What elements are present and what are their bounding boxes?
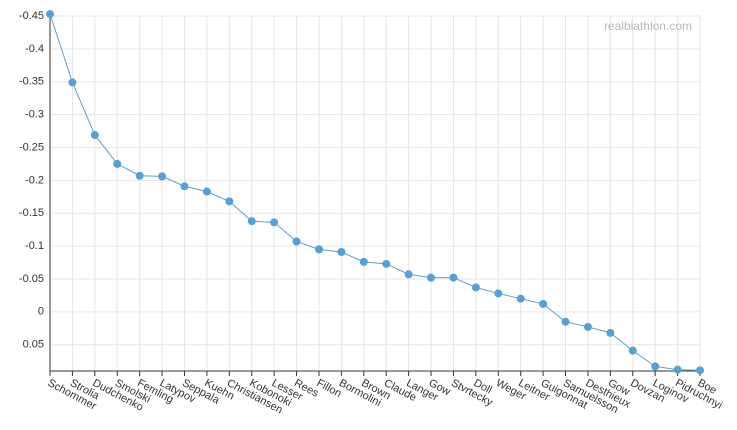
data-point bbox=[696, 366, 704, 375]
x-axis-ticks: SchommerStroliaDudchenkoSmolskiFemlingLa… bbox=[46, 371, 724, 416]
y-tick-label: -0.15 bbox=[19, 207, 44, 219]
data-point bbox=[292, 237, 301, 246]
data-points bbox=[46, 10, 704, 375]
grid-lines bbox=[49, 15, 701, 371]
data-point bbox=[202, 187, 211, 196]
data-point bbox=[628, 346, 637, 355]
data-point bbox=[90, 130, 99, 139]
data-point bbox=[427, 273, 436, 282]
y-tick-label: -0.1 bbox=[25, 240, 44, 252]
data-point bbox=[449, 273, 458, 282]
data-point bbox=[225, 197, 234, 206]
y-tick-label: -0.2 bbox=[25, 174, 44, 186]
data-point bbox=[180, 182, 189, 191]
data-point bbox=[135, 171, 144, 180]
y-tick-label: 0.05 bbox=[23, 339, 44, 351]
y-tick-label: -0.05 bbox=[19, 273, 44, 285]
data-point bbox=[46, 10, 54, 19]
data-point bbox=[539, 299, 548, 308]
y-tick-label: -0.3 bbox=[25, 109, 44, 121]
data-point bbox=[494, 289, 503, 298]
data-point bbox=[606, 328, 615, 337]
data-point bbox=[270, 218, 279, 227]
data-point bbox=[247, 217, 256, 226]
y-tick-label: -0.25 bbox=[19, 141, 44, 153]
data-point bbox=[68, 78, 77, 87]
y-tick-label: -0.35 bbox=[19, 76, 44, 88]
y-tick-label: -0.4 bbox=[25, 43, 44, 55]
data-point bbox=[471, 283, 480, 292]
axes bbox=[49, 16, 700, 372]
data-point bbox=[516, 294, 525, 303]
y-tick-label: -0.45 bbox=[19, 10, 44, 22]
data-point bbox=[651, 362, 660, 371]
watermark: realbiathlon.com bbox=[604, 19, 692, 33]
data-point bbox=[404, 270, 413, 279]
data-point bbox=[337, 248, 346, 257]
y-axis-ticks: -0.45 -0.4 -0.35 -0.3 -0.25 -0.2 -0.15 -0.1 -0.0… bbox=[19, 10, 44, 351]
data-point bbox=[561, 317, 570, 326]
data-point bbox=[359, 257, 368, 266]
data-point bbox=[113, 159, 122, 168]
data-point bbox=[673, 365, 682, 374]
data-point bbox=[314, 245, 323, 254]
series-line bbox=[49, 13, 701, 371]
data-point bbox=[583, 322, 592, 331]
data-point bbox=[382, 259, 391, 268]
y-tick-label: 0 bbox=[38, 306, 44, 318]
data-point bbox=[158, 172, 167, 181]
